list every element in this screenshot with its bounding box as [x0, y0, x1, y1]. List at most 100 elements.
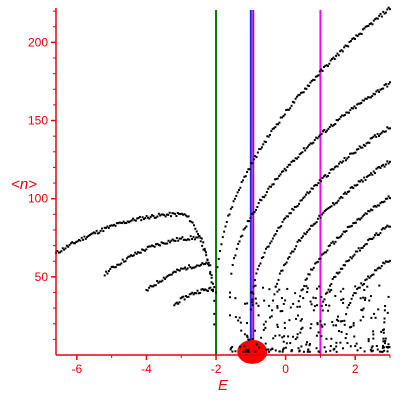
data-point — [183, 213, 186, 216]
data-point — [252, 285, 255, 288]
data-point — [316, 260, 319, 263]
data-point — [90, 233, 93, 236]
data-point — [240, 181, 243, 184]
data-point — [367, 239, 370, 242]
data-point — [349, 225, 352, 228]
data-point — [271, 237, 274, 240]
x-tick-label: 2 — [352, 362, 359, 376]
data-point — [345, 333, 348, 336]
data-point — [185, 239, 188, 242]
data-point — [315, 136, 318, 139]
data-point — [230, 347, 233, 350]
data-point — [372, 236, 375, 239]
data-point — [330, 123, 333, 126]
data-point — [263, 299, 266, 302]
data-point — [259, 198, 262, 201]
data-point — [276, 290, 279, 293]
data-point — [202, 289, 205, 292]
data-point — [142, 249, 145, 252]
data-point — [332, 324, 335, 327]
data-point — [92, 231, 95, 234]
data-point — [296, 305, 299, 308]
data-point — [125, 221, 128, 224]
data-point — [225, 220, 228, 223]
data-point — [387, 6, 390, 9]
data-point — [246, 302, 249, 305]
data-point — [187, 215, 190, 218]
data-point — [274, 178, 277, 181]
data-point — [262, 286, 265, 289]
data-point — [233, 257, 236, 260]
data-point — [354, 151, 357, 154]
data-point — [382, 328, 385, 331]
data-point — [282, 348, 285, 351]
data-point — [326, 129, 329, 132]
data-point — [389, 127, 391, 130]
data-point — [258, 346, 261, 349]
data-point — [325, 251, 328, 254]
data-point — [383, 84, 386, 87]
data-point — [229, 348, 232, 351]
data-point — [258, 264, 261, 267]
data-point — [344, 230, 347, 233]
data-point — [324, 64, 327, 67]
data-point — [87, 234, 90, 237]
data-point — [247, 338, 250, 341]
data-point — [347, 111, 350, 114]
data-point — [362, 282, 365, 285]
data-point — [302, 197, 305, 200]
data-point — [260, 199, 263, 202]
data-point — [372, 92, 375, 95]
data-point — [282, 264, 285, 267]
data-point — [249, 291, 252, 294]
data-point — [173, 239, 176, 242]
data-point — [304, 193, 307, 196]
data-point — [376, 89, 379, 92]
data-point — [378, 165, 381, 168]
data-point — [324, 174, 327, 177]
data-point — [343, 264, 346, 267]
data-point — [232, 200, 235, 203]
data-point — [286, 287, 289, 290]
data-point — [363, 27, 366, 30]
data-point — [311, 224, 314, 227]
data-point — [193, 266, 196, 269]
data-point — [378, 284, 381, 287]
data-point — [270, 240, 273, 243]
data-point — [382, 261, 385, 264]
x-tick-label: -4 — [141, 362, 152, 376]
data-point — [325, 337, 328, 340]
data-point — [264, 320, 267, 323]
data-point — [64, 247, 67, 250]
data-point — [383, 200, 386, 203]
data-point — [380, 131, 383, 134]
data-point — [314, 183, 317, 186]
data-point — [326, 207, 329, 210]
data-point — [246, 350, 249, 353]
data-point — [288, 212, 291, 215]
data-point — [378, 266, 381, 269]
data-point — [124, 222, 127, 225]
data-point — [309, 327, 312, 330]
data-point — [375, 344, 378, 347]
data-point — [137, 251, 140, 254]
data-point — [271, 309, 274, 312]
data-point — [352, 324, 355, 327]
data-point — [329, 345, 332, 348]
data-point — [199, 291, 202, 294]
data-point — [366, 141, 369, 144]
data-point — [346, 226, 349, 229]
data-point — [270, 315, 273, 318]
data-point — [352, 322, 355, 325]
data-point — [137, 217, 140, 220]
data-point — [345, 260, 348, 263]
x-tick-label: -6 — [72, 362, 83, 376]
data-point — [375, 269, 378, 272]
data-point — [333, 242, 336, 245]
data-point — [292, 302, 295, 305]
data-point — [354, 292, 357, 295]
data-point — [358, 286, 361, 289]
data-point — [86, 236, 89, 239]
data-point — [113, 223, 116, 226]
data-point — [194, 227, 197, 230]
